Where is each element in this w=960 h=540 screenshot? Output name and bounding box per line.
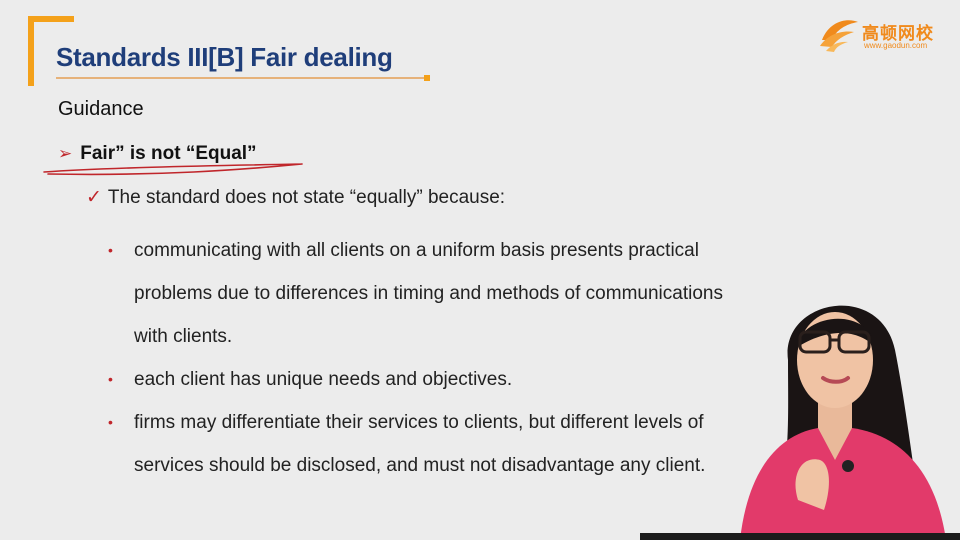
- bullet-list: • communicating with all clients on a uni…: [106, 229, 746, 487]
- list-item: • communicating with all clients on a uni…: [106, 229, 746, 358]
- presenter-video: [740, 305, 946, 540]
- bullet-text: communicating with all clients on a unif…: [134, 240, 723, 347]
- sub-point-text: The standard does not state “equally” be…: [107, 187, 506, 208]
- bullet-dot-icon: •: [108, 242, 113, 258]
- main-point-text: Fair” is not “Equal”: [80, 143, 257, 164]
- title-bracket-decoration: [28, 16, 74, 86]
- bullet-dot-icon: •: [108, 414, 113, 430]
- brand-name: 高顿网校: [862, 24, 934, 44]
- section-heading: Guidance: [58, 98, 144, 120]
- bullet-dot-icon: •: [108, 371, 113, 387]
- bullet-text: each client has unique needs and objecti…: [134, 369, 513, 390]
- brand-url: www.gaodun.com: [864, 41, 928, 50]
- video-bottom-bar: [640, 533, 960, 540]
- bullet-text: firms may differentiate their services t…: [134, 412, 706, 476]
- red-underline-annotation: [43, 163, 303, 176]
- main-point: ➢ Fair” is not “Equal”: [58, 143, 257, 165]
- checkmark-icon: ✓: [86, 187, 102, 208]
- list-item: • each client has unique needs and object…: [106, 358, 746, 401]
- title-underline: [56, 77, 428, 79]
- slide-title: Standards III[B] Fair dealing: [56, 42, 393, 72]
- brand-logo: 高顿网校 www.gaodun.com: [816, 14, 946, 54]
- list-item: • firms may differentiate their services …: [106, 401, 746, 487]
- title-underline-dot: [424, 75, 430, 81]
- wing-logo-icon: [820, 20, 858, 52]
- sub-point: ✓ The standard does not state “equally” b…: [86, 186, 505, 209]
- arrowhead-icon: ➢: [58, 144, 73, 163]
- glasses-icon: [798, 330, 871, 354]
